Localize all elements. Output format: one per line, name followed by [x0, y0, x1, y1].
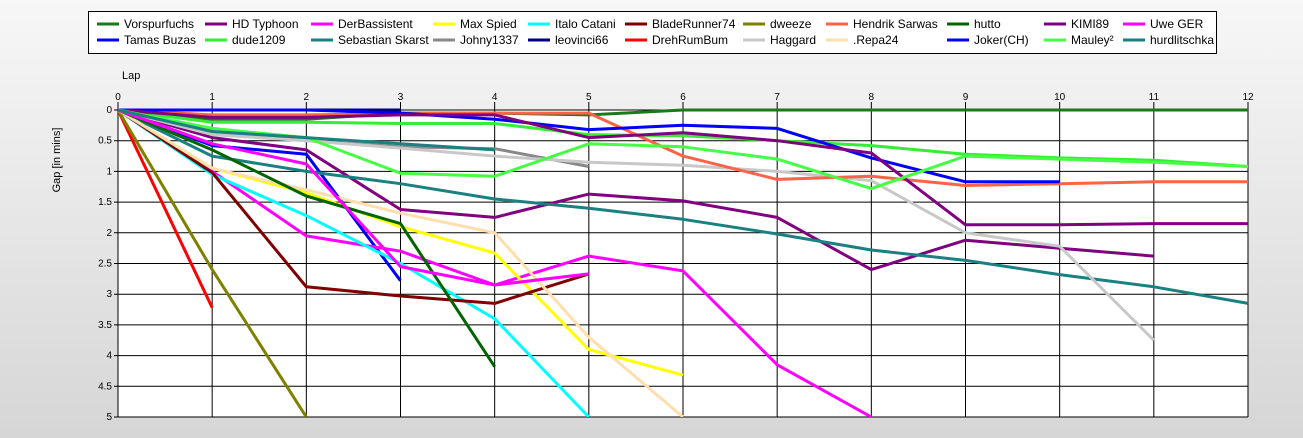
legend-label: dude1209	[232, 33, 286, 47]
legend-label: BladeRunner74	[652, 17, 736, 31]
legend-box	[88, 11, 1217, 54]
series-line-10	[118, 108, 590, 305]
legend-label: Tamas Buzas	[124, 33, 196, 47]
y-tick-label: 3.5	[98, 320, 112, 331]
legend-label: hurdlitschka	[1150, 33, 1214, 47]
x-tick-label: 8	[869, 92, 875, 103]
y-tick-label: 2	[106, 228, 112, 239]
legend: Vorspurfuchs Tamas Buzas HD Typhoon dude120…	[88, 11, 1217, 54]
legend-label: Johny1337	[460, 33, 519, 47]
legend-label: HD Typhoon	[232, 17, 299, 31]
series-line-21	[118, 108, 495, 152]
x-tick-label: 2	[304, 92, 310, 103]
series-line-13	[118, 108, 1155, 342]
legend-label: Mauley²	[1071, 33, 1114, 47]
series-line-14	[118, 108, 1248, 187]
y-tick-label: 5	[106, 412, 112, 423]
y-axis-title: Gap [in mins]	[51, 128, 63, 193]
y-tick-label: 4.5	[98, 381, 112, 392]
x-tick-label: 3	[398, 92, 404, 103]
legend-label: Vorspurfuchs	[124, 17, 194, 31]
y-tick-label: 0	[106, 105, 112, 116]
x-tick-label: 5	[586, 92, 592, 103]
legend-label: Italo Catani	[555, 17, 616, 31]
y-tick-label: 4	[106, 351, 112, 362]
legend-label: Hendrik Sarwas	[853, 17, 938, 31]
legend-label: KIMI89	[1071, 17, 1109, 31]
x-tick-label: 6	[680, 92, 686, 103]
x-tick-label: 9	[963, 92, 969, 103]
series-line-18	[118, 108, 1248, 227]
y-tick-label: 0.5	[98, 136, 112, 147]
legend-label: hutto	[974, 17, 1001, 31]
x-tick-label: 7	[774, 92, 780, 103]
series-line-17	[118, 108, 1060, 184]
legend-label: DrehRumBum	[652, 33, 728, 47]
series-line-20	[118, 108, 589, 287]
x-tick-label: 0	[115, 92, 121, 103]
legend-label: Joker(CH)	[974, 33, 1029, 47]
x-tick-label: 12	[1242, 92, 1254, 103]
series-line-11	[118, 109, 214, 309]
legend-label: leovinci66	[555, 33, 609, 47]
y-tick-label: 2.5	[98, 259, 112, 270]
y-tick-label: 1	[106, 166, 112, 177]
x-tick-label: 10	[1054, 92, 1066, 103]
series-line-2	[118, 108, 1154, 272]
legend-label: Sebastian Skarst	[338, 33, 429, 47]
x-tick-label: 1	[209, 92, 215, 103]
legend-label: dweeze	[770, 17, 812, 31]
legend-label: Uwe GER	[1150, 17, 1204, 31]
series-line-12	[118, 109, 308, 417]
legend-label: Haggard	[770, 33, 816, 47]
x-tick-label: 11	[1149, 92, 1160, 103]
y-tick-label: 1.5	[98, 197, 112, 208]
legend-label: .Repa24	[853, 33, 899, 47]
y-tick-label: 3	[106, 289, 112, 300]
series-line-15	[118, 108, 684, 417]
x-axis-title: Lap	[122, 70, 140, 82]
legend-label: Max Spied	[460, 17, 517, 31]
legend-label: DerBassistent	[338, 17, 413, 31]
series-line-5	[118, 108, 1249, 305]
series-lines	[118, 108, 1249, 417]
x-tick-label: 4	[492, 92, 498, 103]
series-line-0	[118, 108, 1248, 121]
